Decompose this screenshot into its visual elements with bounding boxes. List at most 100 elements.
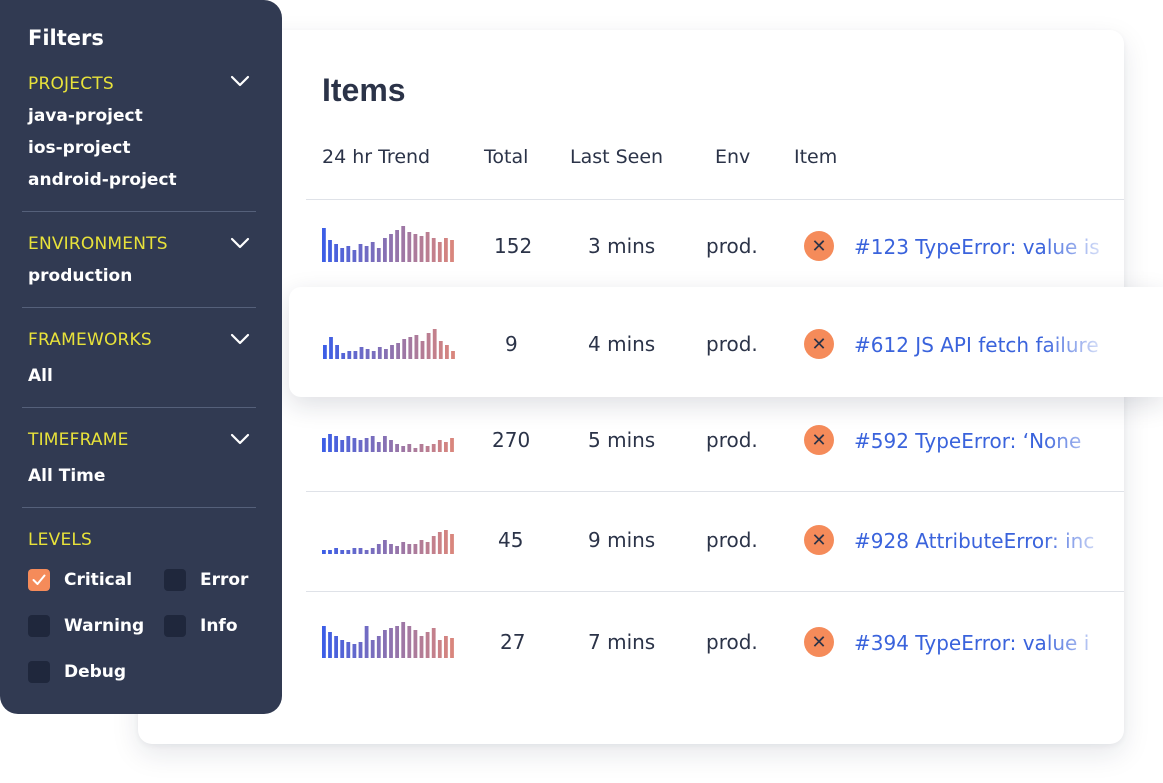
sparkline-bar (322, 228, 326, 262)
table-row[interactable]: 45 9 mins prod. ✕ #928 AttributeError: i… (138, 492, 1124, 592)
sparkline-bar (444, 442, 448, 452)
column-header-total[interactable]: Total (484, 146, 529, 168)
divider (306, 491, 1124, 492)
sparkline-bar (340, 550, 345, 554)
sparkline-chart (322, 530, 454, 554)
sparkline-bar (334, 436, 338, 452)
projects-section-title[interactable]: PROJECTS (28, 74, 114, 94)
framework-option[interactable]: All (28, 366, 53, 386)
sparkline-bar (402, 339, 407, 359)
checkbox-label: Critical (64, 570, 133, 590)
checkbox-label: Warning (64, 616, 145, 636)
filters-title: Filters (28, 26, 104, 50)
row-last-seen: 9 mins (588, 528, 656, 552)
level-checkbox-info[interactable]: Info (164, 615, 238, 637)
checkbox[interactable] (28, 615, 50, 637)
sparkline-bar (437, 532, 442, 554)
row-env: prod. (706, 428, 758, 452)
sparkline-bar (437, 440, 442, 452)
column-header-env[interactable]: Env (715, 146, 751, 168)
chevron-down-icon[interactable] (230, 237, 250, 249)
sparkline-bar (341, 353, 346, 359)
sparkline-bar (334, 548, 338, 554)
sparkline-bar (328, 240, 332, 262)
table-row-highlighted[interactable]: 9 4 mins prod. ✕ #612 JS API fetch failu… (289, 287, 1163, 397)
sparkline-bar (426, 333, 431, 359)
sparkline-bar (346, 642, 351, 658)
sparkline-bar (407, 544, 412, 554)
sparkline-bar (322, 550, 326, 554)
item-link[interactable]: #123 TypeError: value is (854, 235, 1100, 259)
sparkline-bar (364, 626, 369, 658)
item-link[interactable]: #612 JS API fetch failure (854, 333, 1099, 357)
sparkline-bar (376, 636, 381, 658)
timeframe-section-title[interactable]: TIMEFRAME (28, 430, 129, 450)
item-link[interactable]: #394 TypeError: value i (854, 631, 1090, 655)
sparkline-bar (413, 630, 418, 658)
sparkline-bar (340, 640, 345, 658)
checkbox[interactable] (28, 569, 50, 591)
item-link[interactable]: #592 TypeError: ‘None (854, 429, 1082, 453)
filters-panel: Filters PROJECTS java-project ios-projec… (0, 0, 282, 714)
level-checkbox-warning[interactable]: Warning (28, 615, 144, 637)
item-link[interactable]: #928 AttributeError: inc (854, 529, 1095, 553)
sparkline-bar (451, 351, 455, 359)
level-checkbox-error[interactable]: Error (164, 569, 248, 591)
checkbox[interactable] (164, 569, 186, 591)
checkbox[interactable] (28, 661, 50, 683)
sparkline-bar (358, 548, 363, 554)
sparkline-bar (322, 626, 326, 658)
divider (22, 407, 256, 408)
sparkline-bar (401, 446, 406, 452)
sparkline-bar (376, 544, 381, 554)
sparkline-bar (444, 636, 448, 658)
levels-section-title: LEVELS (28, 530, 93, 550)
close-icon[interactable]: ✕ (804, 627, 834, 657)
close-icon[interactable]: ✕ (804, 425, 834, 455)
chevron-down-icon[interactable] (230, 75, 250, 87)
sparkline-bar (352, 250, 357, 262)
sparkline-chart (322, 226, 454, 262)
column-header-trend[interactable]: 24 hr Trend (322, 146, 431, 168)
project-option[interactable]: java-project (28, 106, 143, 126)
environments-section-title[interactable]: ENVIRONMENTS (28, 234, 168, 254)
chevron-down-icon[interactable] (230, 333, 250, 345)
row-total: 152 (494, 234, 533, 258)
sparkline-bar (431, 536, 436, 554)
sparkline-bar (445, 345, 449, 359)
sparkline-bar (401, 542, 406, 554)
frameworks-section-title[interactable]: FRAMEWORKS (28, 330, 152, 350)
sparkline-chart (322, 622, 454, 658)
chevron-down-icon[interactable] (230, 433, 250, 445)
level-checkbox-critical[interactable]: Critical (28, 569, 132, 591)
divider (22, 211, 256, 212)
table-row[interactable]: 152 3 mins prod. ✕ #123 TypeError: value… (138, 200, 1124, 286)
sparkline-bar (376, 248, 381, 262)
check-icon (32, 574, 46, 585)
row-env: prod. (706, 630, 758, 654)
sparkline-bar (419, 636, 424, 658)
row-last-seen: 7 mins (588, 630, 656, 654)
divider (306, 199, 1124, 200)
trend-sparkline (322, 622, 456, 658)
sparkline-bar (370, 548, 375, 554)
column-header-item[interactable]: Item (794, 146, 838, 168)
close-icon[interactable]: ✕ (804, 329, 834, 359)
sparkline-bar (358, 642, 363, 658)
timeframe-option[interactable]: All Time (28, 466, 106, 486)
environment-option[interactable]: production (28, 266, 133, 286)
level-checkbox-debug[interactable]: Debug (28, 661, 126, 683)
sparkline-bar (365, 349, 370, 359)
sparkline-bar (389, 544, 393, 554)
checkbox[interactable] (164, 615, 186, 637)
row-last-seen: 3 mins (588, 234, 656, 258)
project-option[interactable]: ios-project (28, 138, 131, 158)
close-icon[interactable]: ✕ (804, 525, 834, 555)
table-row[interactable]: 27 7 mins prod. ✕ #394 TypeError: value … (138, 592, 1124, 692)
column-header-last-seen[interactable]: Last Seen (570, 146, 664, 168)
table-row[interactable]: 270 5 mins prod. ✕ #592 TypeError: ‘None (138, 392, 1124, 492)
checkbox-label: Error (200, 570, 249, 590)
sparkline-bar (346, 436, 351, 452)
project-option[interactable]: android-project (28, 170, 177, 190)
close-icon[interactable]: ✕ (804, 231, 834, 261)
